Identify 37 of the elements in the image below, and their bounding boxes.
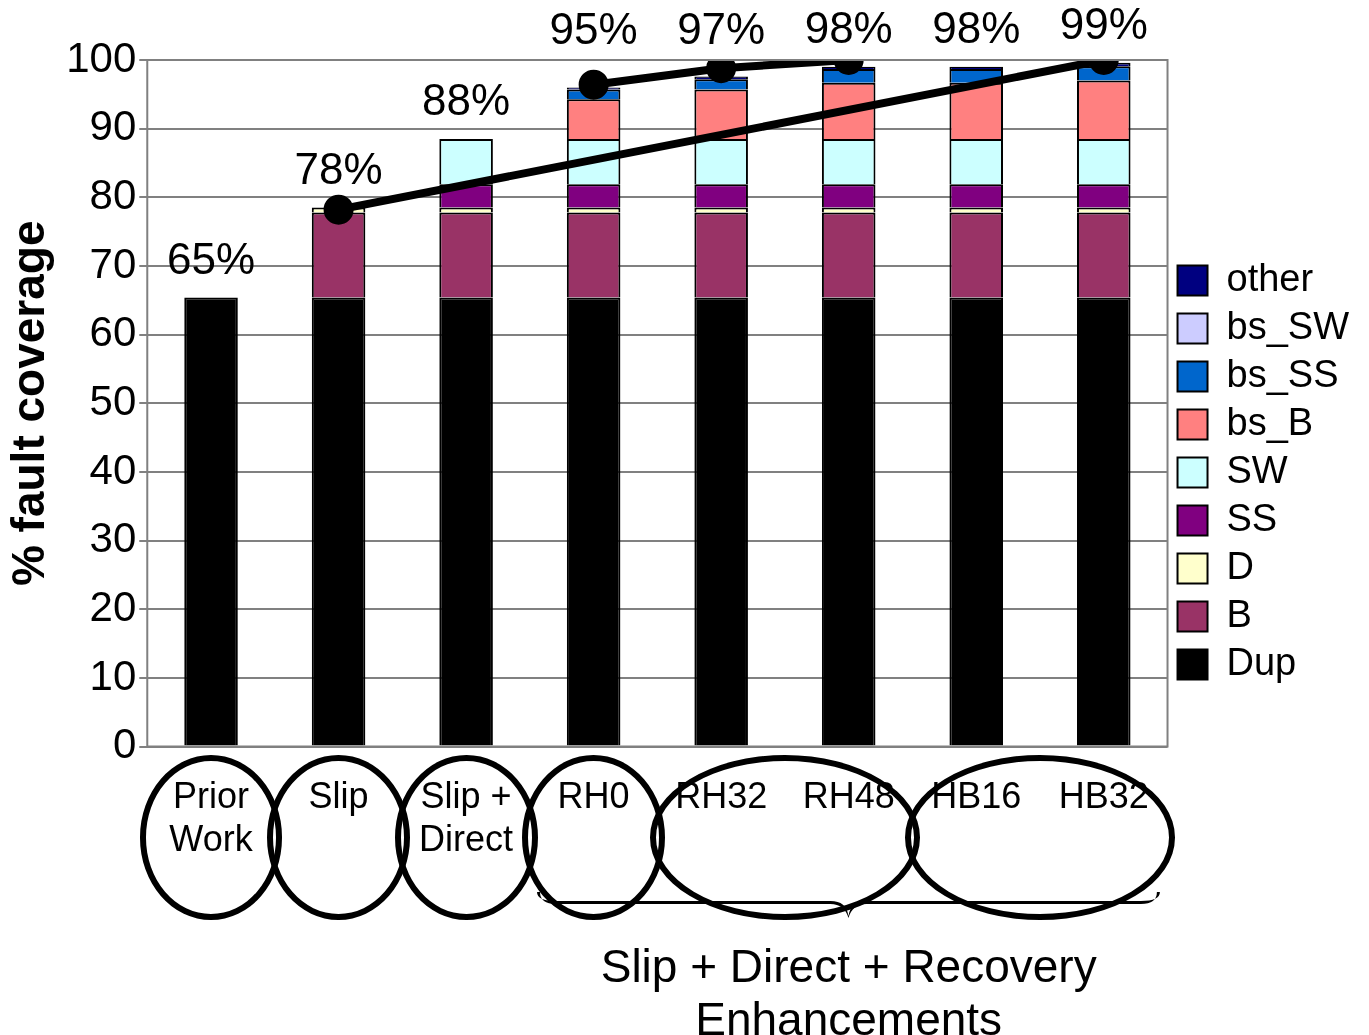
total-label: 98% xyxy=(932,3,1021,53)
legend-label: bs_SW xyxy=(1226,304,1350,347)
legend-label: SW xyxy=(1226,448,1288,491)
y-tick-label: 30 xyxy=(89,514,137,562)
y-tick-label: 40 xyxy=(89,445,137,493)
y-tick-label: 100 xyxy=(66,33,137,81)
text: Slip + Direct + Recovery Enhancements xyxy=(599,940,1098,1035)
total-label: 65% xyxy=(167,233,256,283)
x-tick-label: RH48 xyxy=(802,775,895,817)
y-tick-label: 70 xyxy=(89,239,137,287)
legend-label: bs_B xyxy=(1226,400,1314,443)
total-label: 97% xyxy=(677,4,766,54)
total-label: 78% xyxy=(294,143,383,193)
legend-label: other xyxy=(1226,256,1314,299)
legend-label: Dup xyxy=(1226,640,1297,683)
total-label: 98% xyxy=(804,3,893,53)
y-tick-label: 10 xyxy=(89,651,137,699)
x-tick-label: Prior Work xyxy=(169,775,254,860)
legend-label: bs_SS xyxy=(1226,352,1339,395)
x-tick-label: RH0 xyxy=(557,775,630,817)
x-tick-label: HB32 xyxy=(1058,775,1149,817)
total-label: 88% xyxy=(422,75,511,125)
x-tick-label: HB16 xyxy=(931,775,1022,817)
y-tick-label: 50 xyxy=(89,376,137,424)
y-tick-label: 20 xyxy=(89,582,137,630)
x-tick-label: Slip xyxy=(308,775,369,817)
y-tick-label: 90 xyxy=(89,102,137,150)
y-axis-title: % fault coverage xyxy=(2,220,55,587)
legend-label: SS xyxy=(1226,496,1278,539)
y-tick-label: 0 xyxy=(112,720,137,768)
x-tick-label: Slip + Direct xyxy=(419,775,514,860)
legend-label: D xyxy=(1226,544,1254,587)
total-label: 99% xyxy=(1059,0,1148,48)
legend-label: B xyxy=(1226,592,1252,635)
y-tick-label: 60 xyxy=(89,308,137,356)
total-label: 95% xyxy=(549,4,638,54)
y-tick-label: 80 xyxy=(89,170,137,218)
